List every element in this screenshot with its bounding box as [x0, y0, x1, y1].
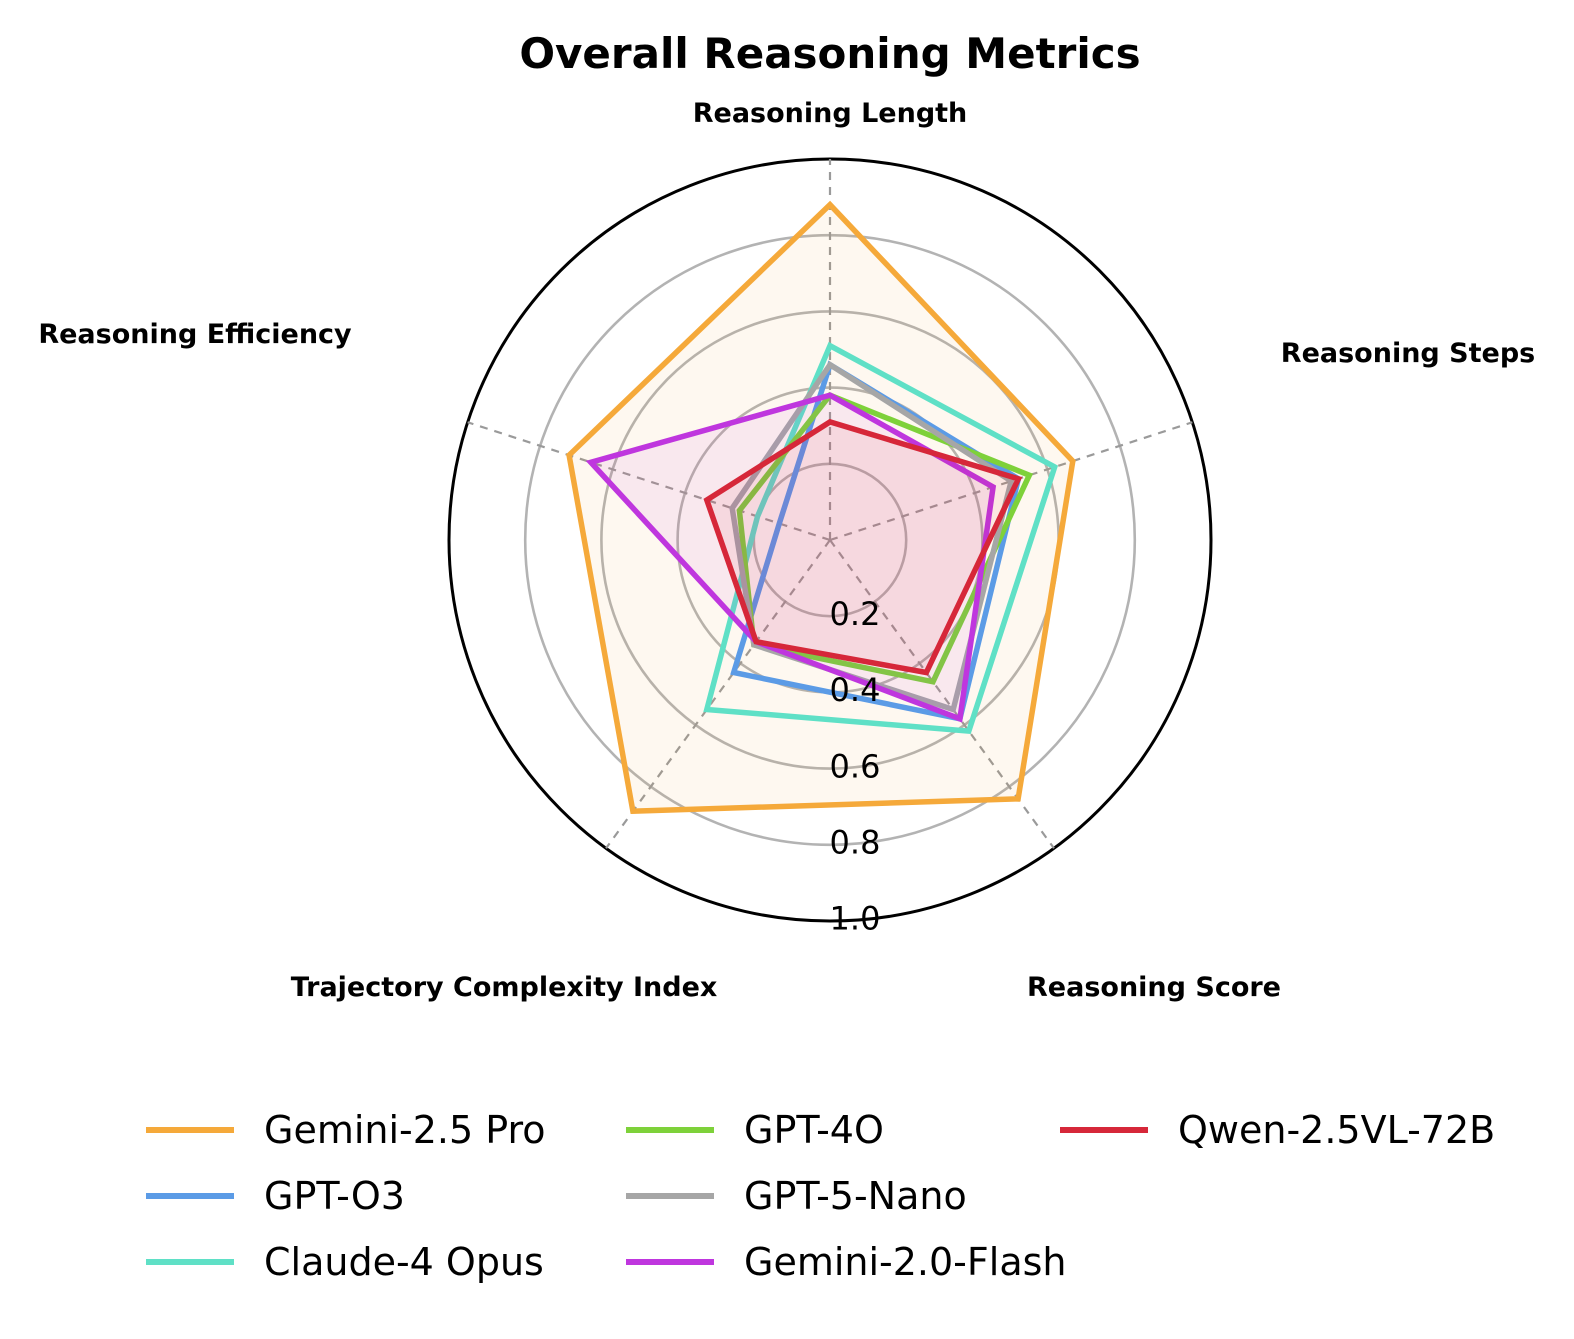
axis-label-trajectory-complexity-index: Trajectory Complexity Index [291, 972, 718, 1003]
legend-item-gpt-o3: GPT-O3 [146, 1174, 405, 1218]
series-line-qwen-2-5vl-72b [703, 418, 1023, 676]
legend-item-gemini-2-0-flash: Gemini-2.0-Flash [626, 1240, 1066, 1284]
legend-label: Claude-4 Opus [264, 1240, 544, 1284]
legend-label: Gemini-2.5 Pro [264, 1108, 546, 1152]
series-line-gemini-2-5-pro [566, 200, 1076, 815]
legend-label: Gemini-2.0-Flash [744, 1240, 1066, 1284]
axis-label-reasoning-steps: Reasoning Steps [1281, 338, 1535, 369]
radial-tick-labels: 0.2 0.4 0.6 0.8 1.0 [830, 595, 881, 937]
axis-spoke [605, 539, 831, 849]
legend-label: GPT-4O [744, 1108, 884, 1152]
legend-item-qwen-2-5vl-72b: Qwen-2.5VL-72B [1060, 1108, 1495, 1152]
radial-tick-label: 0.4 [830, 671, 881, 709]
axis-spoke [467, 421, 831, 542]
axis-label-reasoning-efficiency: Reasoning Efficiency [38, 319, 352, 350]
series-fill-gemini-2-5-pro [569, 204, 1073, 812]
series-fill-gemini-2-0-flash [590, 395, 994, 719]
axis-label-reasoning-length: Reasoning Length [693, 98, 968, 129]
legend-label: GPT-5-Nano [744, 1174, 967, 1218]
legend-label: GPT-O3 [264, 1174, 405, 1218]
radial-tick-label: 0.2 [830, 595, 881, 633]
radar-series [566, 200, 1076, 815]
legend: Gemini-2.5 Pro GPT-O3 Claude-4 Opus GPT-4O G… [146, 1108, 1495, 1284]
series-line-gpt-4o [736, 391, 1034, 685]
radial-tick-label: 1.0 [830, 899, 881, 937]
legend-item-claude-4-opus: Claude-4 Opus [146, 1240, 544, 1284]
radial-tick-label: 0.8 [830, 823, 881, 861]
series-line-gemini-2-0-flash [585, 392, 997, 723]
series-line-claude-4-opus [703, 341, 1059, 735]
legend-item-gpt-4o: GPT-4O [626, 1108, 884, 1152]
chart-title: Overall Reasoning Metrics [519, 29, 1140, 78]
legend-item-gpt-5-nano: GPT-5-Nano [626, 1174, 967, 1218]
legend-label: Qwen-2.5VL-72B [1178, 1108, 1495, 1152]
axis-spoke [829, 421, 1193, 542]
axis-label-reasoning-score: Reasoning Score [1027, 972, 1281, 1003]
legend-item-gemini-2-5-pro: Gemini-2.5 Pro [146, 1108, 546, 1152]
radial-tick-label: 0.6 [830, 747, 881, 785]
series-fill-qwen-2-5vl-72b [706, 421, 1019, 673]
